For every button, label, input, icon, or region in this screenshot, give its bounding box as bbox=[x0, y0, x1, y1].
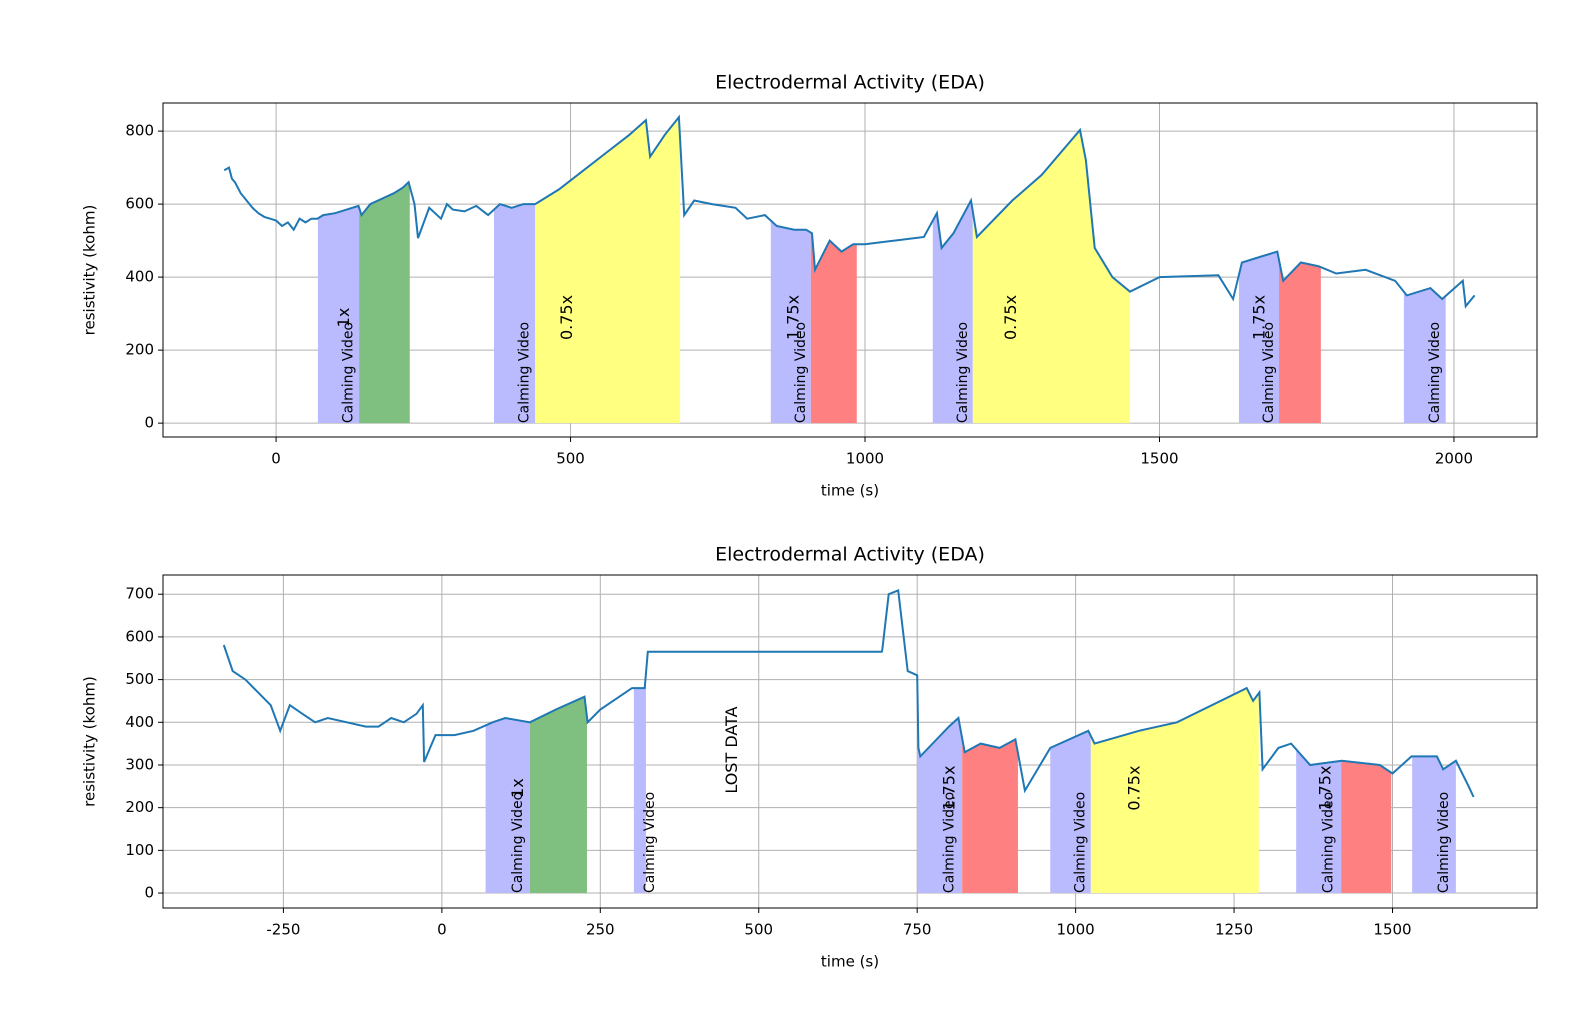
x-tick-label: 500 bbox=[744, 921, 773, 939]
region bbox=[317, 205, 360, 424]
region-label: Calming Video bbox=[1321, 792, 1337, 893]
x-tick-label: 1000 bbox=[1057, 921, 1095, 939]
region-label: Calming Video bbox=[1427, 322, 1443, 423]
region bbox=[359, 182, 410, 424]
region-label: Calming Video bbox=[1436, 792, 1452, 893]
y-tick-label: 400 bbox=[125, 713, 154, 731]
region bbox=[633, 673, 646, 894]
region bbox=[1412, 756, 1456, 894]
chart-title: Electrodermal Activity (EDA) bbox=[715, 72, 985, 94]
region bbox=[962, 738, 1018, 894]
region bbox=[1341, 760, 1392, 894]
region-label: 0.75x bbox=[557, 295, 576, 340]
region-label: Calming Video bbox=[341, 322, 357, 423]
x-tick-label: 0 bbox=[437, 921, 447, 939]
region-label: 1x bbox=[508, 778, 527, 798]
y-tick-label: 400 bbox=[125, 268, 154, 286]
x-tick-label: 1250 bbox=[1215, 921, 1253, 939]
region-label: 1.75x bbox=[1249, 295, 1268, 340]
region bbox=[485, 718, 530, 894]
region-label: 1.75x bbox=[940, 766, 959, 811]
region-label: Calming Video bbox=[510, 792, 526, 893]
region-label: Calming Video bbox=[642, 792, 658, 893]
y-tick-label: 700 bbox=[125, 585, 154, 603]
region bbox=[1403, 288, 1446, 424]
y-tick-label: 300 bbox=[125, 755, 154, 773]
x-tick-label: -250 bbox=[266, 921, 300, 939]
subplot: Electrodermal Activity (EDA) time (s) resi… bbox=[81, 544, 1538, 971]
region bbox=[1090, 688, 1259, 894]
region bbox=[1050, 730, 1091, 894]
region-label: 1.75x bbox=[1316, 766, 1335, 811]
region bbox=[810, 232, 857, 424]
y-tick-label: 600 bbox=[125, 195, 154, 213]
region-label: 1x bbox=[334, 308, 353, 328]
x-axis-label: time (s) bbox=[821, 953, 879, 971]
region bbox=[932, 200, 973, 424]
region bbox=[972, 130, 1131, 424]
region bbox=[535, 117, 681, 424]
y-tick-label: 200 bbox=[125, 798, 154, 816]
region bbox=[1279, 260, 1321, 424]
subplot: Electrodermal Activity (EDA) time (s) resi… bbox=[81, 72, 1538, 500]
x-tick-label: 0 bbox=[271, 450, 281, 468]
y-tick-label: 200 bbox=[125, 341, 154, 359]
x-tick-label: 2000 bbox=[1435, 450, 1473, 468]
annotation: LOST DATA bbox=[722, 706, 741, 793]
region bbox=[529, 696, 587, 894]
region-label: Calming Video bbox=[517, 322, 533, 423]
region-label: Calming Video bbox=[793, 322, 809, 423]
x-tick-label: 1500 bbox=[1140, 450, 1178, 468]
region bbox=[770, 220, 811, 424]
region-label: 1.75x bbox=[783, 295, 802, 340]
region-label: Calming Video bbox=[955, 322, 971, 423]
axes-frame bbox=[162, 102, 1538, 438]
region bbox=[493, 204, 536, 424]
y-tick-label: 100 bbox=[125, 841, 154, 859]
region-label: Calming Video bbox=[942, 792, 958, 893]
x-tick-label: 500 bbox=[556, 450, 585, 468]
region-label: 0.75x bbox=[1124, 766, 1143, 811]
x-tick-label: 1500 bbox=[1373, 921, 1411, 939]
y-tick-label: 0 bbox=[144, 414, 154, 432]
y-tick-label: 800 bbox=[125, 122, 154, 140]
region-label: 0.75x bbox=[1001, 295, 1020, 340]
region-label: Calming Video bbox=[1073, 792, 1089, 893]
line bbox=[223, 114, 1476, 309]
x-axis-label: time (s) bbox=[821, 482, 879, 500]
region bbox=[1296, 749, 1342, 894]
chart-title: Electrodermal Activity (EDA) bbox=[715, 544, 985, 566]
x-tick-label: 250 bbox=[586, 921, 615, 939]
region bbox=[917, 675, 963, 894]
y-tick-label: 600 bbox=[125, 627, 154, 645]
y-tick-label: 0 bbox=[144, 884, 154, 902]
axes-frame bbox=[162, 574, 1538, 909]
x-tick-label: 1000 bbox=[846, 450, 884, 468]
region-label: Calming Video bbox=[1261, 322, 1277, 423]
y-axis-label: resistivity (kohm) bbox=[81, 676, 99, 807]
y-tick-label: 500 bbox=[125, 670, 154, 688]
region bbox=[1238, 251, 1280, 424]
x-tick-label: 750 bbox=[903, 921, 932, 939]
y-axis-label: resistivity (kohm) bbox=[81, 205, 99, 336]
line bbox=[222, 588, 1475, 798]
